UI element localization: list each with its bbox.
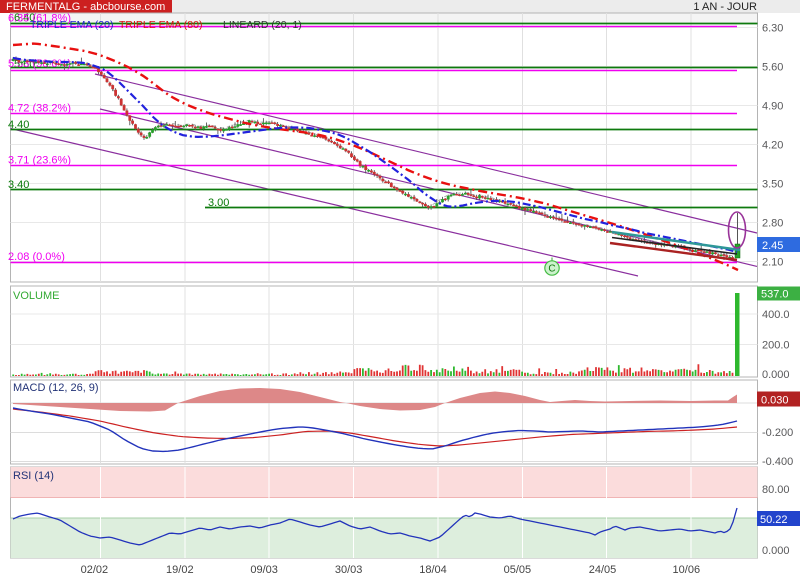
svg-text:18/04: 18/04 [419, 564, 447, 576]
svg-text:50.22: 50.22 [760, 514, 788, 526]
svg-text:0.000: 0.000 [762, 545, 790, 557]
svg-text:3.00: 3.00 [208, 197, 229, 209]
svg-text:2.80: 2.80 [762, 217, 783, 229]
svg-text:FERMENTALG - abcbourse.com: FERMENTALG - abcbourse.com [6, 1, 165, 13]
svg-text:VOLUME: VOLUME [13, 290, 59, 302]
svg-text:6.40: 6.40 [14, 12, 35, 24]
svg-text:MACD (12, 26, 9): MACD (12, 26, 9) [13, 382, 99, 394]
svg-text:0.030: 0.030 [761, 395, 789, 407]
svg-text:-0.400: -0.400 [762, 456, 793, 468]
svg-text:2.08 (0.0%): 2.08 (0.0%) [8, 251, 65, 263]
svg-text:4.90: 4.90 [762, 100, 783, 112]
svg-text:4.40: 4.40 [8, 119, 29, 131]
svg-text:6.30: 6.30 [762, 22, 783, 34]
svg-text:TRIPLE EMA (20): TRIPLE EMA (20) [30, 19, 113, 31]
svg-text:30/03: 30/03 [335, 564, 363, 576]
svg-text:400.0: 400.0 [762, 309, 790, 321]
svg-text:-0.200: -0.200 [762, 427, 793, 439]
svg-text:0.000: 0.000 [762, 369, 790, 381]
svg-text:6.35 (61.8%): 6.35 (61.8%) [8, 13, 71, 25]
svg-text:2.10: 2.10 [762, 256, 783, 268]
svg-text:4.20: 4.20 [762, 139, 783, 151]
svg-text:LINEARD (20, 1): LINEARD (20, 1) [223, 19, 302, 31]
svg-text:3.40: 3.40 [8, 179, 29, 191]
svg-text:1 AN - JOUR: 1 AN - JOUR [693, 1, 757, 13]
svg-text:10/06: 10/06 [673, 564, 701, 576]
svg-text:200.0: 200.0 [762, 340, 790, 352]
svg-text:4.72 (38.2%): 4.72 (38.2%) [8, 103, 71, 115]
svg-text:02/02: 02/02 [81, 564, 109, 576]
svg-text:RSI (14): RSI (14) [13, 470, 54, 482]
svg-text:3.71 (23.6%): 3.71 (23.6%) [8, 155, 71, 167]
svg-text:TRIPLE EMA (80): TRIPLE EMA (80) [119, 19, 202, 31]
svg-text:C: C [548, 264, 555, 275]
svg-text:5.60: 5.60 [762, 61, 783, 73]
svg-text:05/05: 05/05 [504, 564, 532, 576]
svg-text:80.00: 80.00 [762, 484, 790, 496]
svg-text:537.0: 537.0 [761, 289, 789, 301]
svg-text:3.50: 3.50 [762, 178, 783, 190]
svg-text:24/05: 24/05 [589, 564, 617, 576]
svg-text:09/03: 09/03 [250, 564, 278, 576]
svg-text:19/02: 19/02 [166, 564, 194, 576]
svg-text:2.45: 2.45 [762, 240, 783, 252]
